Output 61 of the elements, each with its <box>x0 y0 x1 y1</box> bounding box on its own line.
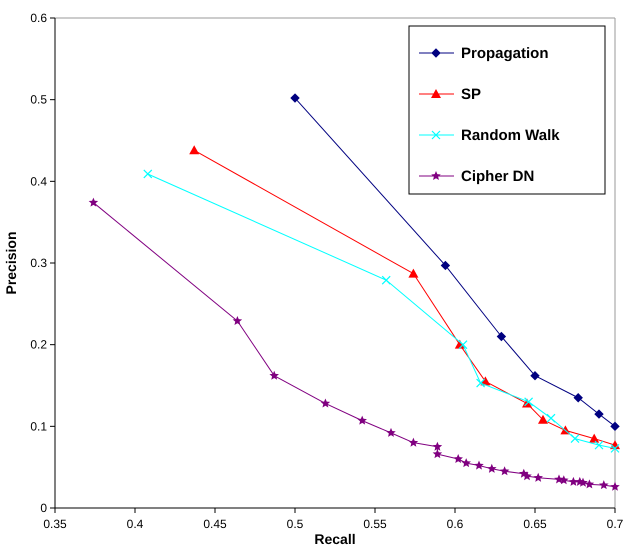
x-tick-label: 0.7 <box>606 517 624 531</box>
point <box>533 472 543 482</box>
x-tick-label: 0.45 <box>203 517 227 531</box>
point <box>189 145 200 154</box>
x-axis-title: Recall <box>314 531 356 547</box>
y-tick-label: 0 <box>40 501 48 515</box>
point <box>584 479 594 488</box>
point <box>453 454 463 464</box>
point <box>432 442 442 451</box>
y-tick-label: 0.1 <box>30 419 48 434</box>
point <box>610 482 620 491</box>
point <box>594 440 604 450</box>
point <box>522 471 532 480</box>
point <box>357 416 367 425</box>
point <box>546 414 556 423</box>
point <box>568 476 578 486</box>
x-tick-label: 0.35 <box>43 517 67 531</box>
x-tick-label: 0.5 <box>286 517 304 531</box>
point <box>143 169 152 179</box>
legend-label: Random Walk <box>461 127 560 144</box>
point <box>320 398 330 408</box>
point <box>408 268 418 278</box>
point <box>594 410 604 419</box>
y-tick-label: 0.2 <box>30 338 48 352</box>
point <box>599 480 609 490</box>
y-tick-label: 0.6 <box>30 11 48 25</box>
x-tick-label: 0.6 <box>446 517 464 531</box>
point <box>487 464 497 473</box>
point <box>559 475 569 484</box>
point <box>474 460 484 470</box>
point <box>432 449 442 458</box>
x-tick-label: 0.65 <box>523 517 547 531</box>
y-tick-label: 0.3 <box>30 256 48 270</box>
point <box>496 332 506 341</box>
point <box>88 198 98 207</box>
point <box>574 393 583 402</box>
legend-label: SP <box>461 86 482 103</box>
point <box>290 94 300 103</box>
y-axis-title: Precision <box>3 231 19 295</box>
y-tick-label: 0.4 <box>30 174 48 188</box>
point <box>232 316 242 326</box>
legend-label: Cipher DN <box>461 168 534 185</box>
point <box>570 434 580 444</box>
x-tick-label: 0.4 <box>126 517 144 531</box>
point <box>408 438 418 447</box>
point <box>538 414 548 424</box>
point <box>461 458 471 468</box>
point <box>610 444 620 453</box>
point <box>530 371 540 380</box>
point <box>500 466 510 476</box>
point <box>382 276 391 285</box>
point <box>610 422 620 431</box>
legend-label: Propagation <box>461 45 549 62</box>
point <box>440 260 450 270</box>
point <box>476 378 486 388</box>
point <box>458 340 468 350</box>
y-tick-label: 0.5 <box>30 92 48 107</box>
point <box>386 428 396 437</box>
point <box>589 434 600 443</box>
point <box>269 370 279 380</box>
x-tick-label: 0.55 <box>363 517 387 531</box>
